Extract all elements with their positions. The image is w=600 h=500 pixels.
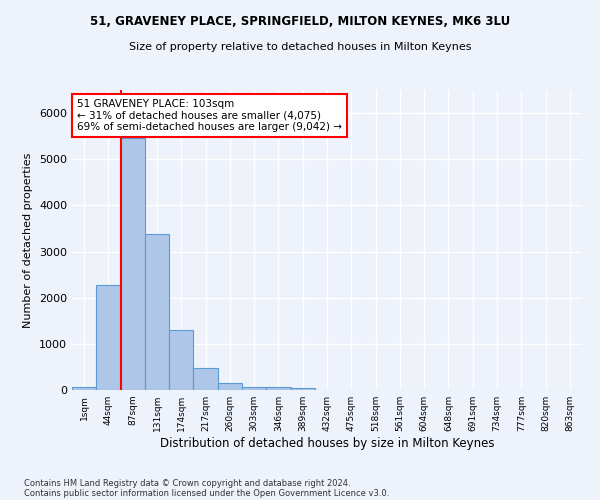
Text: Size of property relative to detached houses in Milton Keynes: Size of property relative to detached ho… xyxy=(129,42,471,52)
X-axis label: Distribution of detached houses by size in Milton Keynes: Distribution of detached houses by size … xyxy=(160,437,494,450)
Bar xyxy=(218,382,242,390)
Bar xyxy=(193,368,218,390)
Bar xyxy=(145,234,169,390)
Bar xyxy=(266,388,290,390)
Text: 51, GRAVENEY PLACE, SPRINGFIELD, MILTON KEYNES, MK6 3LU: 51, GRAVENEY PLACE, SPRINGFIELD, MILTON … xyxy=(90,15,510,28)
Bar xyxy=(96,285,121,390)
Text: Contains HM Land Registry data © Crown copyright and database right 2024.: Contains HM Land Registry data © Crown c… xyxy=(24,478,350,488)
Bar xyxy=(169,330,193,390)
Bar xyxy=(72,387,96,390)
Text: 51 GRAVENEY PLACE: 103sqm
← 31% of detached houses are smaller (4,075)
69% of se: 51 GRAVENEY PLACE: 103sqm ← 31% of detac… xyxy=(77,99,342,132)
Y-axis label: Number of detached properties: Number of detached properties xyxy=(23,152,34,328)
Bar xyxy=(290,388,315,390)
Bar xyxy=(121,138,145,390)
Text: Contains public sector information licensed under the Open Government Licence v3: Contains public sector information licen… xyxy=(24,488,389,498)
Bar xyxy=(242,386,266,390)
